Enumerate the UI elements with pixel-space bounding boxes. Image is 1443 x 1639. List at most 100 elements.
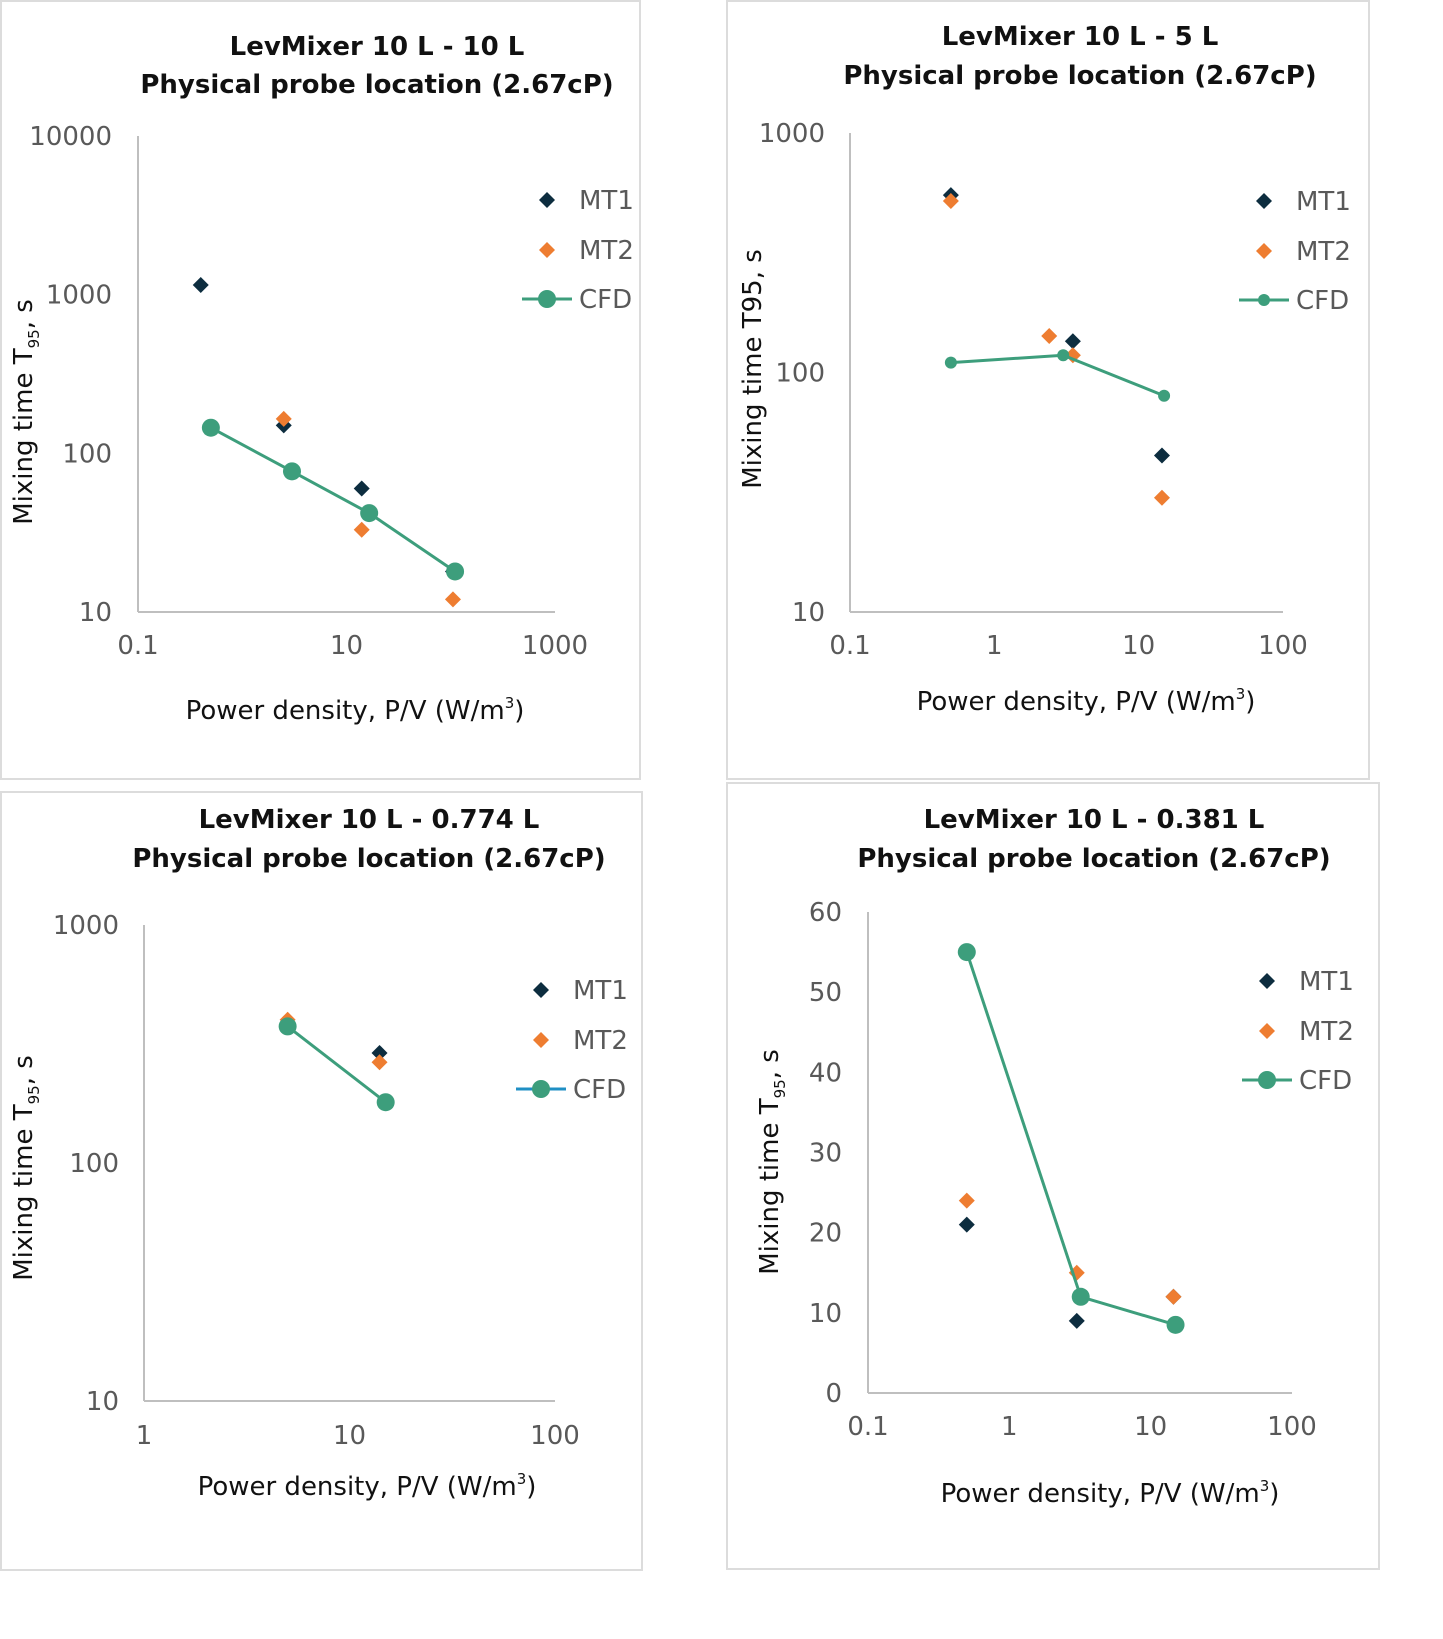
y-tick-label: 50: [809, 978, 842, 1008]
x-tick-label: 0.1: [117, 631, 158, 661]
y-tick-label: 60: [809, 898, 842, 928]
y-tick-label: 10: [809, 1299, 842, 1329]
chart-svg: LevMixer 10 L - 5 L Physical probe locati…: [738, 22, 1351, 717]
legend-marker: [539, 192, 555, 208]
legend-entry-mt2: MT2: [539, 236, 634, 266]
legend-label: MT1: [579, 186, 634, 216]
chart-panel-3: LevMixer 10 L - 0.774 L Physical probe lo…: [0, 791, 643, 1571]
y-tick-label: 100: [775, 359, 825, 389]
x-tick-label: 1: [1001, 1412, 1018, 1442]
legend-label: CFD: [579, 285, 632, 315]
legend-marker: [532, 1080, 550, 1098]
data-point-cfd: [1166, 1315, 1185, 1334]
legend-marker: [1258, 1071, 1276, 1089]
legend-label: MT1: [1296, 187, 1351, 217]
legend-entry-mt1: MT1: [533, 976, 628, 1006]
data-point-mt1: [1153, 447, 1170, 464]
chart-svg: LevMixer 10 L - 0.381 L Physical probe lo…: [755, 805, 1354, 1509]
y-tick-label: 30: [809, 1139, 842, 1169]
y-tick-label: 10: [792, 598, 825, 628]
data-point-mt1: [371, 1044, 388, 1061]
y-axis-label: Mixing time T95, s: [755, 1049, 789, 1275]
data-point-mt2: [958, 1192, 975, 1209]
y-tick-label: 1000: [759, 119, 825, 149]
legend-label: MT2: [573, 1026, 628, 1056]
data-point-mt2: [1165, 1288, 1182, 1305]
legend-marker: [533, 1032, 549, 1048]
chart-title-line: LevMixer 10 L - 0.774 L: [199, 805, 540, 835]
legend-entry-mt2: MT2: [1259, 1017, 1354, 1047]
data-point-mt2: [371, 1054, 388, 1071]
legend-entry-cfd: CFD: [1239, 286, 1349, 316]
data-point-cfd: [376, 1093, 395, 1112]
chart-title-line: LevMixer 10 L - 10 L: [230, 32, 525, 62]
y-tick-label: 100: [62, 439, 112, 469]
series-line-cfd: [965, 951, 1176, 1327]
chart-title-line: Physical probe location (2.67cP): [132, 844, 605, 874]
chart-panel-4: LevMixer 10 L - 0.381 L Physical probe lo…: [726, 782, 1380, 1570]
x-tick-label: 1000: [522, 631, 588, 661]
legend-marker: [533, 982, 549, 998]
x-axis-label: Power density, P/V (W/m3): [941, 1477, 1280, 1509]
legend-label: CFD: [1296, 286, 1349, 316]
data-point-mt1: [192, 277, 209, 294]
series-line-cfd: [210, 426, 456, 573]
x-tick-label: 100: [1267, 1412, 1317, 1442]
data-point-cfd: [957, 943, 976, 962]
x-tick-label: 1: [136, 1421, 153, 1451]
chart-title-line: Physical probe location (2.67cP): [140, 70, 613, 100]
x-axis-label: Power density, P/V (W/m3): [186, 694, 525, 726]
data-point-cfd: [282, 462, 301, 481]
data-point-cfd: [446, 562, 465, 581]
data-point-mt2: [1041, 328, 1058, 345]
chart-title-line: Physical probe location (2.67cP): [843, 61, 1316, 91]
y-tick-label: 10: [86, 1387, 119, 1417]
legend-label: MT1: [573, 976, 628, 1006]
data-point-cfd: [1158, 389, 1171, 402]
y-tick-label: 20: [809, 1219, 842, 1249]
legend-marker: [1259, 973, 1275, 989]
legend-label: CFD: [1299, 1066, 1352, 1096]
x-tick-label: 10: [330, 631, 363, 661]
y-axis-label: Mixing time T95, s: [9, 1055, 43, 1281]
data-point-cfd: [201, 418, 220, 437]
x-tick-label: 10: [1122, 631, 1155, 661]
legend-marker: [538, 290, 556, 308]
data-point-mt2: [275, 410, 292, 427]
legend-marker: [1258, 294, 1270, 306]
legend-marker: [539, 242, 555, 258]
legend-label: MT2: [1299, 1017, 1354, 1047]
legend-label: MT2: [579, 236, 634, 266]
x-axis-label: Power density, P/V (W/m3): [198, 1470, 537, 1502]
x-tick-label: 0.1: [829, 631, 870, 661]
data-point-mt1: [1064, 333, 1081, 350]
legend-marker: [1256, 243, 1272, 259]
x-tick-label: 0.1: [847, 1412, 888, 1442]
legend-entry-mt2: MT2: [1256, 237, 1351, 267]
data-point-cfd: [1057, 349, 1070, 362]
legend-label: CFD: [573, 1075, 626, 1105]
chart-panel-1: LevMixer 10 L - 10 L Physical probe locat…: [0, 0, 641, 780]
chart-svg: LevMixer 10 L - 0.774 L Physical probe lo…: [9, 805, 628, 1502]
series-line-cfd: [950, 353, 1165, 398]
data-point-cfd: [1071, 1287, 1090, 1306]
y-axis-label: Mixing time T95, s: [738, 249, 768, 489]
y-tick-label: 10: [79, 598, 112, 628]
data-point-mt2: [444, 591, 461, 608]
x-tick-label: 10: [333, 1421, 366, 1451]
y-axis-label: Mixing time T95, s: [9, 299, 43, 525]
legend-entry-mt2: MT2: [533, 1026, 628, 1056]
y-tick-label: 0: [825, 1379, 842, 1409]
legend-entry-mt1: MT1: [539, 186, 634, 216]
data-point-mt2: [353, 521, 370, 538]
x-axis-label: Power density, P/V (W/m3): [917, 685, 1256, 717]
data-point-cfd: [944, 356, 957, 369]
chart-panel-2: LevMixer 10 L - 5 L Physical probe locati…: [726, 0, 1370, 780]
data-point-mt2: [1153, 489, 1170, 506]
chart-title-line: Physical probe location (2.67cP): [857, 844, 1330, 874]
data-point-cfd: [360, 504, 379, 523]
chart-title-line: LevMixer 10 L - 0.381 L: [924, 805, 1265, 835]
y-tick-label: 100: [69, 1149, 119, 1179]
data-point-mt1: [353, 480, 370, 497]
legend-entry-cfd: CFD: [516, 1075, 626, 1105]
